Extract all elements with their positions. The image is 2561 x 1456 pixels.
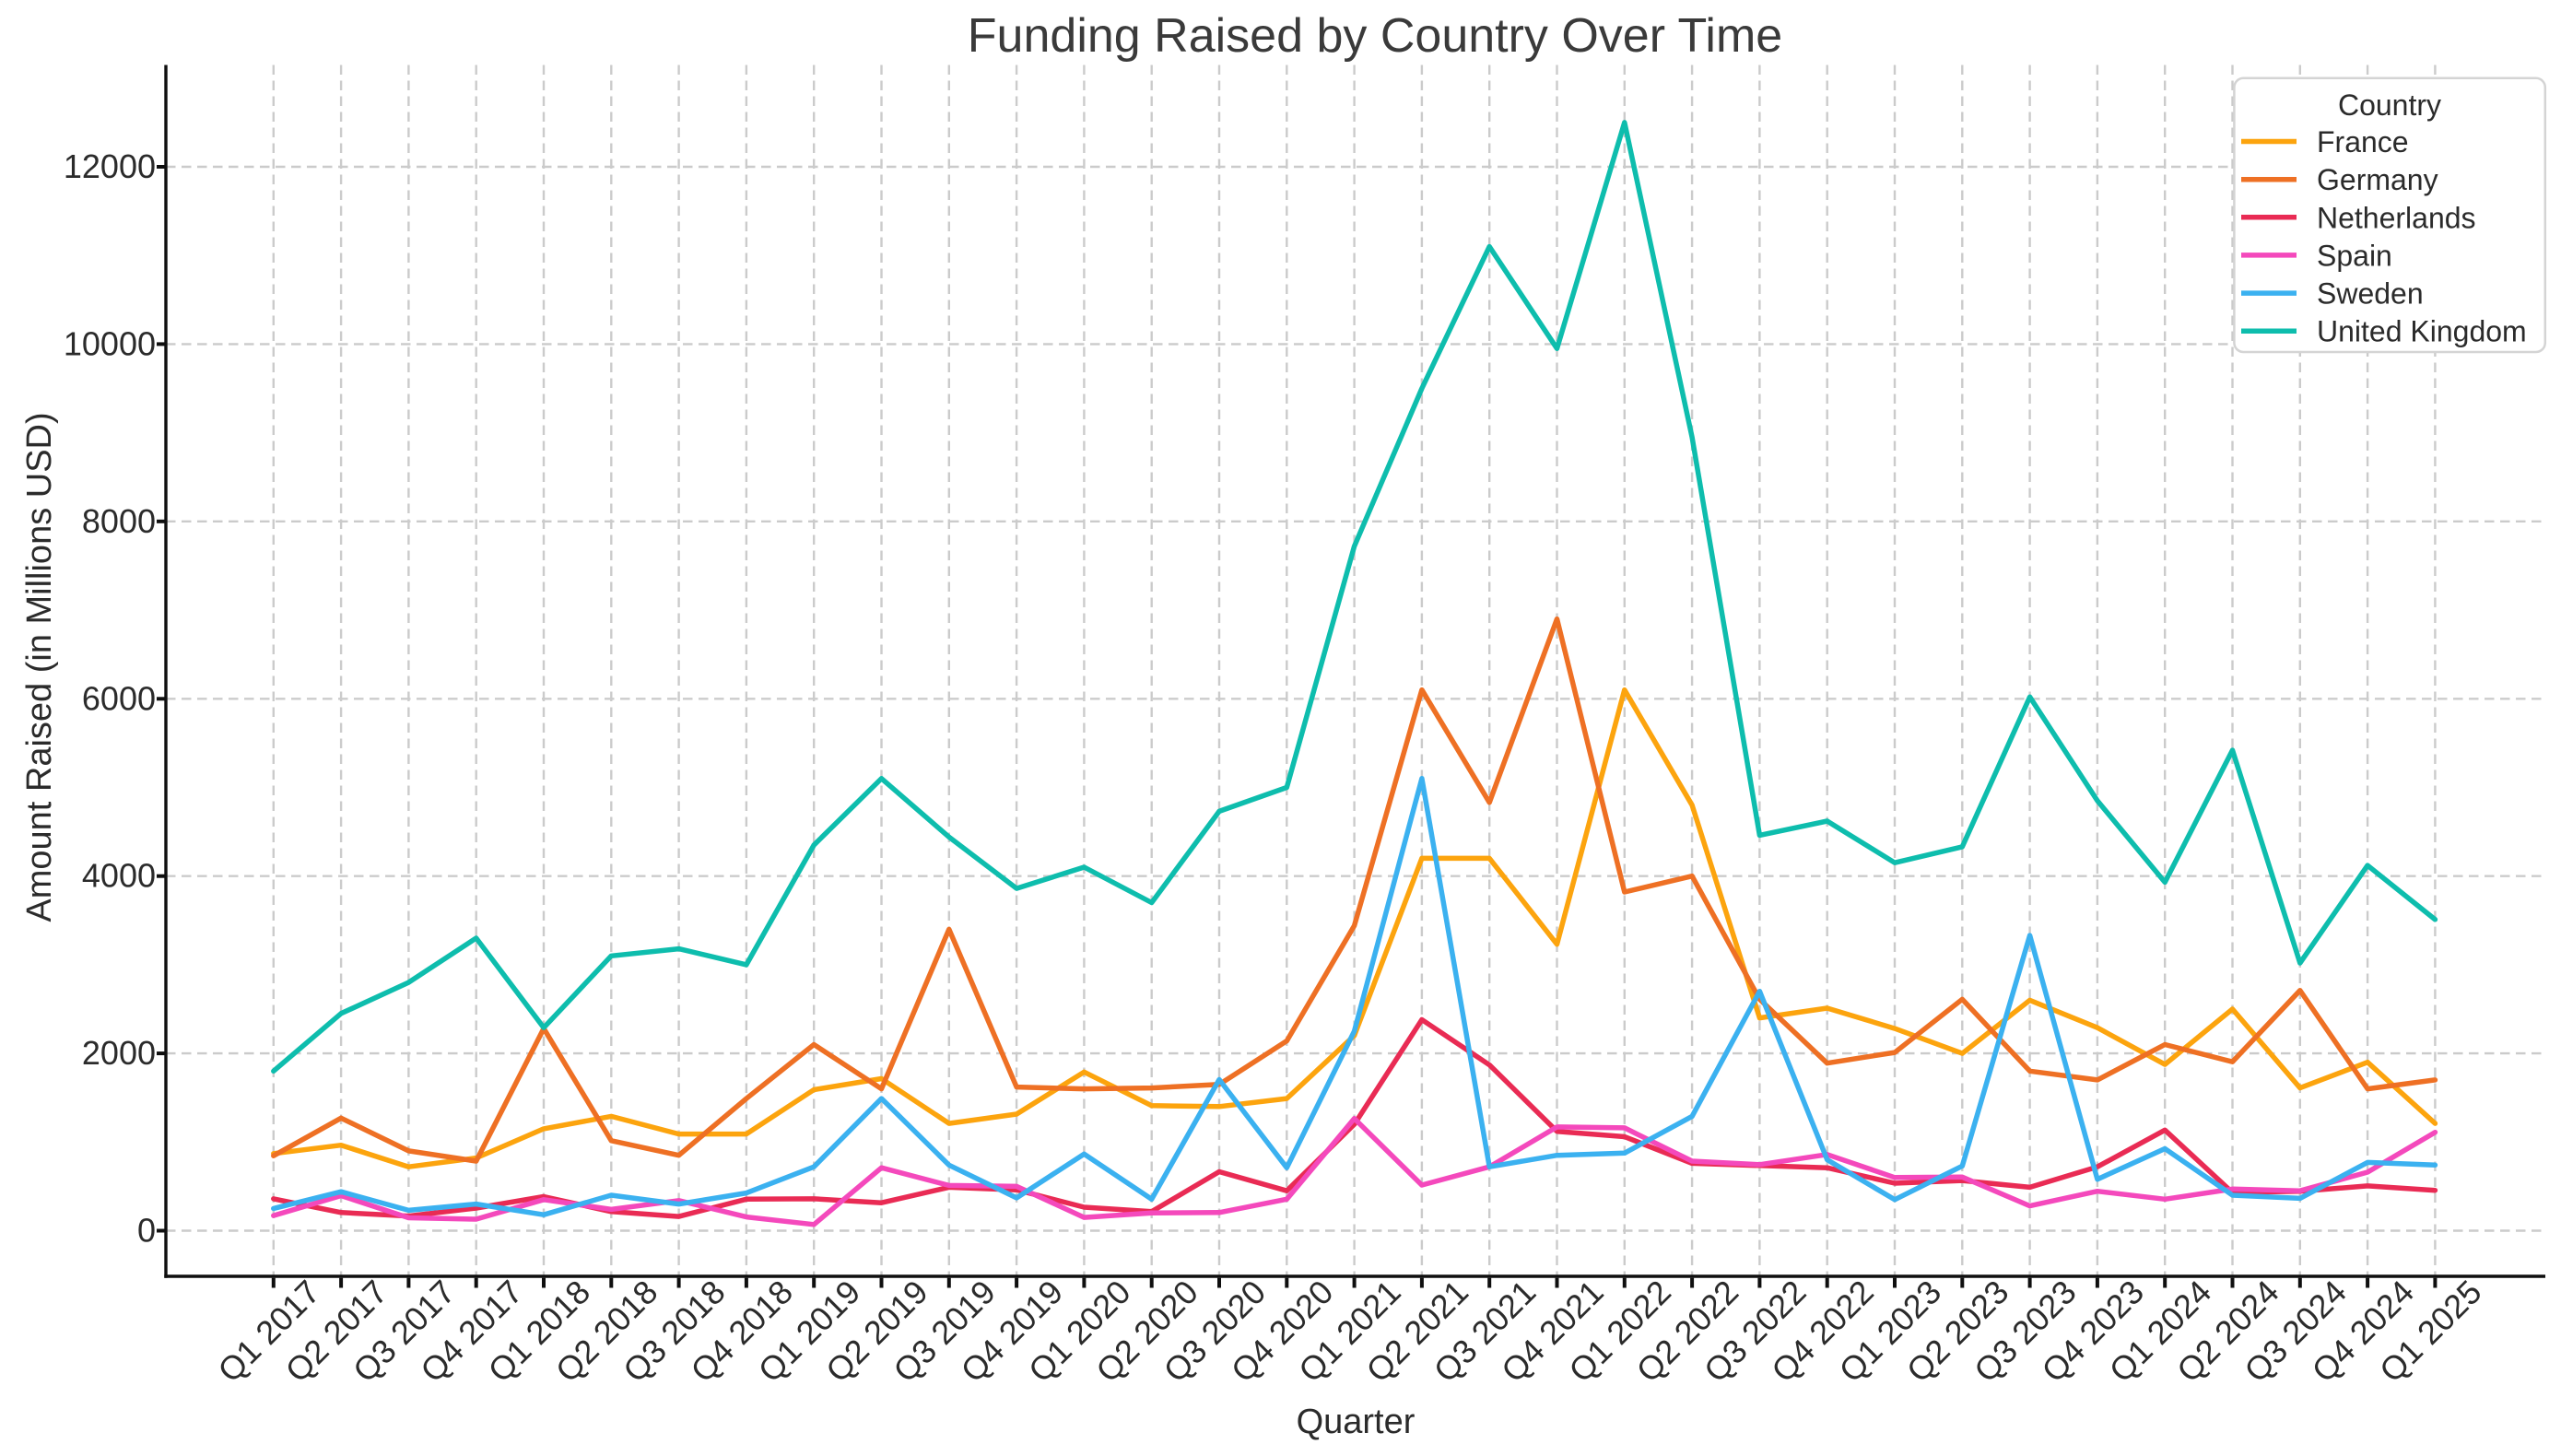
svg-text:United Kingdom: United Kingdom — [2317, 315, 2527, 348]
svg-text:Quarter: Quarter — [1297, 1403, 1416, 1441]
svg-text:Spain: Spain — [2317, 239, 2392, 272]
svg-text:Germany: Germany — [2317, 163, 2438, 196]
svg-text:Sweden: Sweden — [2317, 277, 2424, 311]
svg-text:6000: 6000 — [82, 679, 156, 717]
svg-text:12000: 12000 — [64, 147, 156, 185]
svg-text:2000: 2000 — [82, 1034, 156, 1072]
svg-text:Netherlands: Netherlands — [2317, 201, 2476, 234]
svg-text:Funding Raised by Country Over: Funding Raised by Country Over Time — [968, 9, 1782, 63]
svg-text:8000: 8000 — [82, 502, 156, 540]
svg-text:0: 0 — [137, 1212, 156, 1250]
svg-text:France: France — [2317, 125, 2409, 159]
svg-text:Amount Raised (in Millions USD: Amount Raised (in Millions USD) — [20, 412, 59, 922]
svg-text:4000: 4000 — [82, 857, 156, 895]
svg-text:10000: 10000 — [64, 324, 156, 362]
svg-text:Country: Country — [2338, 88, 2441, 122]
